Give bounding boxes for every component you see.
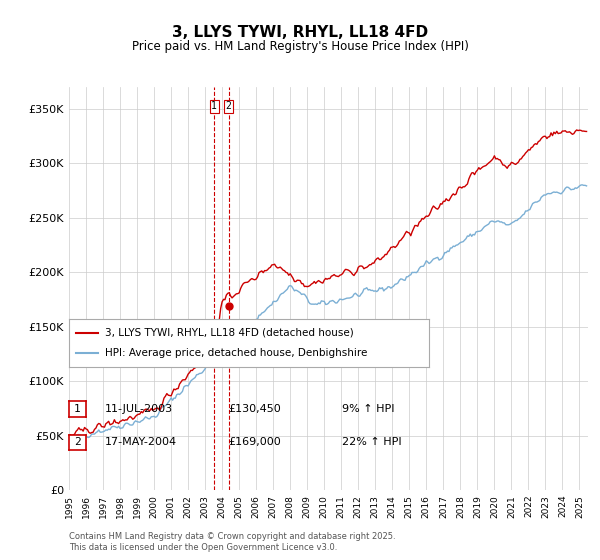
Text: 17-MAY-2004: 17-MAY-2004 [105,437,177,447]
Text: 2: 2 [226,101,232,111]
Text: 3, LLYS TYWI, RHYL, LL18 4FD: 3, LLYS TYWI, RHYL, LL18 4FD [172,25,428,40]
Text: 1: 1 [211,101,217,111]
Text: 9% ↑ HPI: 9% ↑ HPI [342,404,395,414]
Text: 3, LLYS TYWI, RHYL, LL18 4FD (detached house): 3, LLYS TYWI, RHYL, LL18 4FD (detached h… [105,328,354,338]
Text: £130,450: £130,450 [228,404,281,414]
Text: 22% ↑ HPI: 22% ↑ HPI [342,437,401,447]
Text: 11-JUL-2003: 11-JUL-2003 [105,404,173,414]
Text: 1: 1 [74,404,81,414]
Text: Contains HM Land Registry data © Crown copyright and database right 2025.
This d: Contains HM Land Registry data © Crown c… [69,532,395,552]
Text: £169,000: £169,000 [228,437,281,447]
Text: 2: 2 [74,437,81,447]
Text: HPI: Average price, detached house, Denbighshire: HPI: Average price, detached house, Denb… [105,348,367,358]
Text: Price paid vs. HM Land Registry's House Price Index (HPI): Price paid vs. HM Land Registry's House … [131,40,469,53]
